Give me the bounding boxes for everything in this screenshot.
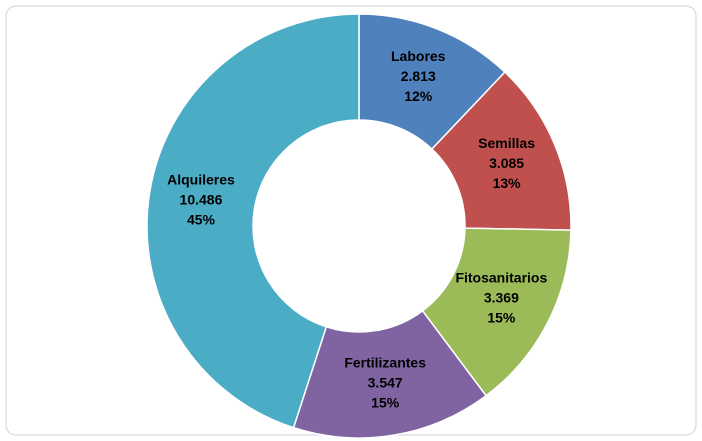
category-label: Labores xyxy=(391,48,446,64)
value-label: 3.369 xyxy=(484,290,519,306)
donut-slice xyxy=(146,13,360,429)
category-label: Fertilizantes xyxy=(344,355,426,371)
category-label: Fitosanitarios xyxy=(455,270,547,286)
category-label: Alquileres xyxy=(167,172,235,188)
percent-label: 15% xyxy=(487,310,516,326)
value-label: 2.813 xyxy=(401,68,436,84)
value-label: 3.547 xyxy=(368,375,403,391)
donut-slice xyxy=(292,309,488,439)
percent-label: 45% xyxy=(187,212,216,228)
category-label: Semillas xyxy=(478,135,535,151)
value-label: 10.486 xyxy=(180,192,223,208)
value-label: 3.085 xyxy=(489,155,524,171)
labels: Labores 2.813 12% Semillas 3.085 13% Fitosanit… xyxy=(167,48,547,410)
percent-label: 15% xyxy=(371,395,400,411)
percent-label: 13% xyxy=(493,175,522,191)
percent-label: 12% xyxy=(404,88,433,104)
slices xyxy=(146,13,572,439)
